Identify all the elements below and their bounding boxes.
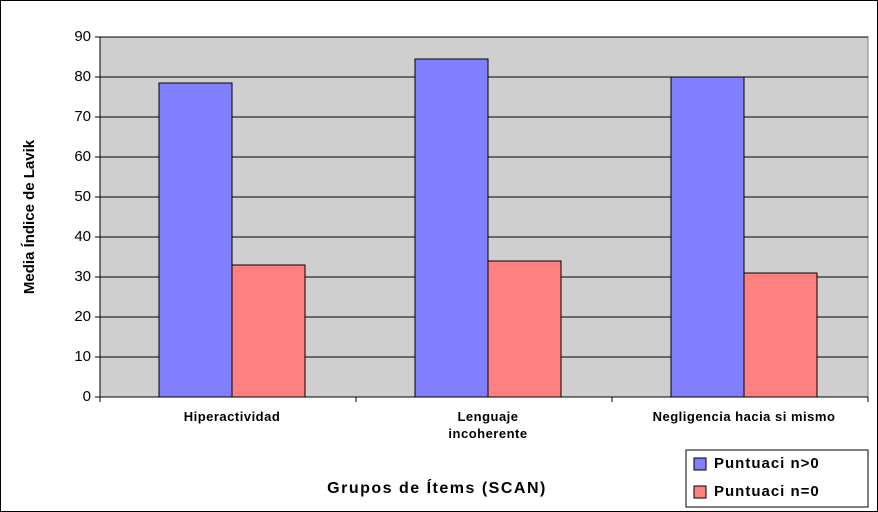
bar bbox=[670, 76, 745, 398]
y-tick-label: 50 bbox=[74, 188, 91, 205]
legend-swatch bbox=[693, 485, 707, 499]
y-tick-label: 60 bbox=[74, 148, 91, 165]
bar bbox=[158, 82, 233, 398]
x-tick-label: Hiperactividad bbox=[183, 409, 281, 424]
y-axis-label: Media Índice de Lavik bbox=[21, 139, 38, 294]
y-tick-label: 90 bbox=[74, 28, 91, 45]
bar bbox=[487, 260, 562, 398]
y-tick-label: 40 bbox=[74, 228, 91, 245]
legend-label: Puntuaci n=0 bbox=[714, 483, 820, 500]
bar bbox=[414, 58, 489, 398]
bar bbox=[743, 272, 818, 398]
x-axis-label: Grupos de Ítems (SCAN) bbox=[327, 478, 547, 497]
y-tick-label: 20 bbox=[74, 308, 91, 325]
legend-label: Puntuaci n>0 bbox=[714, 455, 820, 472]
x-tick-label: Lenguaje incoherente bbox=[448, 409, 528, 441]
x-tick-label: Negligencia hacia si mismo bbox=[652, 409, 836, 424]
y-tick-label: 70 bbox=[74, 108, 91, 125]
y-tick-label: 80 bbox=[74, 68, 91, 85]
y-tick-label: 30 bbox=[74, 268, 91, 285]
y-tick-label: 10 bbox=[74, 348, 91, 365]
bar bbox=[231, 264, 306, 398]
y-tick-label: 0 bbox=[83, 388, 91, 405]
legend-swatch bbox=[693, 457, 707, 471]
legend bbox=[685, 449, 869, 508]
